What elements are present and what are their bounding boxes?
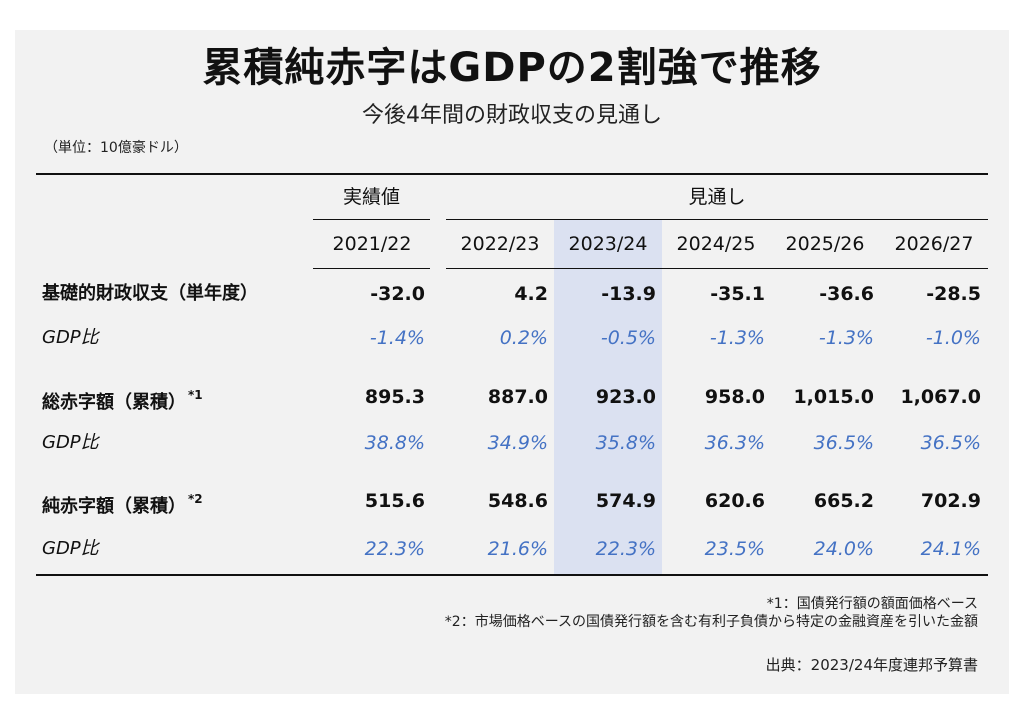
value-cell: 515.6 (364, 490, 425, 512)
gdp-ratio-cell: -1.4% (369, 327, 425, 349)
value-cell: 548.6 (487, 490, 548, 512)
row-label-net-debt: 純赤字額（累積） *2 (42, 492, 203, 517)
gdp-ratio-cell: 36.3% (704, 432, 765, 454)
unit-label: （単位：10億豪ドル） (44, 140, 188, 156)
value-cell: 1,067.0 (900, 386, 981, 408)
background-panel (15, 30, 1009, 694)
gdp-ratio-cell: 38.8% (364, 432, 425, 454)
value-cell: 1,015.0 (793, 386, 874, 408)
row-label-gross-debt: 総赤字額（累積） *1 (42, 388, 203, 413)
actual-header-rule (313, 268, 430, 269)
value-cell: -13.9 (601, 283, 656, 305)
footnote-marker: *1 (188, 388, 203, 402)
forecast-header-rule (446, 268, 988, 269)
year-header: 2023/24 (568, 233, 648, 255)
group-header-forecast: 見通し (688, 186, 746, 208)
year-header: 2021/22 (332, 233, 412, 255)
year-header: 2022/23 (460, 233, 540, 255)
gdp-ratio-cell: 23.5% (704, 538, 765, 560)
gdp-ratio-cell: -0.5% (600, 327, 656, 349)
page-title: 累積純赤字はGDPの2割強で推移 (202, 45, 822, 91)
value-cell: 574.9 (595, 490, 656, 512)
gdp-ratio-cell: 36.5% (813, 432, 874, 454)
footnote-2: *2：市場価格ベースの国債発行額を含む有利子負債から特定の金融資産を引いた金額 (444, 614, 978, 630)
actual-group-rule (313, 219, 430, 220)
value-cell: 958.0 (704, 386, 765, 408)
gdp-ratio-cell: 24.0% (813, 538, 874, 560)
year-header: 2024/25 (676, 233, 756, 255)
table-top-rule (36, 173, 988, 175)
value-cell: 887.0 (487, 386, 548, 408)
source-note: 出典：2023/24年度連邦予算書 (765, 656, 978, 674)
gdp-ratio-cell: 24.1% (920, 538, 981, 560)
page-subtitle: 今後4年間の財政収支の見通し (362, 103, 662, 128)
value-cell: -36.6 (819, 283, 874, 305)
value-cell: 702.9 (920, 490, 981, 512)
value-cell: 895.3 (364, 386, 425, 408)
highlight-column-2023-24 (554, 220, 662, 576)
year-header: 2025/26 (785, 233, 865, 255)
gdp-ratio-cell: 22.3% (595, 538, 656, 560)
row-label-gdp-ratio: GDP比 (42, 432, 99, 453)
value-cell: -32.0 (370, 283, 425, 305)
value-cell: 4.2 (514, 283, 548, 305)
year-header: 2026/27 (894, 233, 974, 255)
value-cell: 620.6 (704, 490, 765, 512)
gdp-ratio-cell: 35.8% (595, 432, 656, 454)
gdp-ratio-cell: -1.3% (709, 327, 765, 349)
value-cell: 665.2 (813, 490, 874, 512)
gdp-ratio-cell: -1.0% (925, 327, 981, 349)
row-label-gdp-ratio: GDP比 (42, 327, 99, 348)
row-label-gdp-ratio: GDP比 (42, 538, 99, 559)
gdp-ratio-cell: 34.9% (487, 432, 548, 454)
footnote-marker: *2 (188, 492, 203, 506)
gdp-ratio-cell: 0.2% (499, 327, 548, 349)
row-label-primary-balance: 基礎的財政収支（単年度） (42, 283, 258, 304)
gdp-ratio-cell: -1.3% (818, 327, 874, 349)
gdp-ratio-cell: 21.6% (487, 538, 548, 560)
value-cell: -35.1 (710, 283, 765, 305)
gdp-ratio-cell: 22.3% (364, 538, 425, 560)
value-cell: 923.0 (595, 386, 656, 408)
table-bottom-rule (36, 574, 988, 576)
group-header-actual: 実績値 (342, 186, 400, 208)
value-cell: -28.5 (926, 283, 981, 305)
forecast-group-rule (446, 219, 988, 220)
footnote-1: *1：国債発行額の額面価格ベース (766, 596, 978, 612)
gdp-ratio-cell: 36.5% (920, 432, 981, 454)
